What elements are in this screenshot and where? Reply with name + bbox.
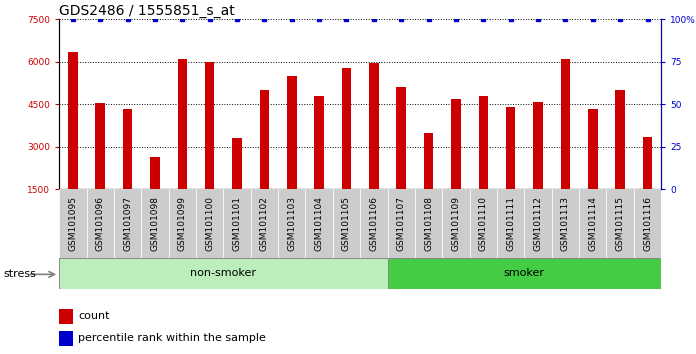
Bar (442, 189, 470, 258)
Bar (361, 189, 388, 258)
Text: GSM101097: GSM101097 (123, 196, 132, 251)
Bar (223, 189, 251, 258)
Text: GSM101103: GSM101103 (287, 196, 296, 251)
Bar (497, 189, 524, 258)
Text: GSM101112: GSM101112 (534, 196, 543, 251)
Text: GSM101107: GSM101107 (397, 196, 406, 251)
Bar (451, 99, 461, 189)
Text: GSM101101: GSM101101 (232, 196, 242, 251)
Text: GSM101116: GSM101116 (643, 196, 652, 251)
Text: smoker: smoker (504, 268, 545, 279)
Bar (205, 62, 214, 189)
Bar (506, 107, 516, 189)
Bar (561, 59, 570, 189)
Bar (388, 258, 661, 289)
Bar (68, 52, 78, 189)
Text: GSM101105: GSM101105 (342, 196, 351, 251)
Bar (415, 189, 442, 258)
Text: non-smoker: non-smoker (190, 268, 256, 279)
Text: GSM101108: GSM101108 (424, 196, 433, 251)
Bar (397, 87, 406, 189)
Bar (177, 59, 187, 189)
Text: GSM101102: GSM101102 (260, 196, 269, 251)
Text: GSM101099: GSM101099 (177, 196, 187, 251)
Text: count: count (78, 312, 110, 321)
Text: stress: stress (3, 269, 36, 279)
Text: GSM101098: GSM101098 (150, 196, 159, 251)
Bar (86, 189, 114, 258)
Bar (388, 189, 415, 258)
Bar (59, 258, 388, 289)
Bar (122, 109, 132, 189)
Bar (634, 189, 661, 258)
Bar (524, 189, 552, 258)
Bar (168, 189, 196, 258)
Bar (232, 138, 242, 189)
Bar (260, 90, 269, 189)
Bar (306, 189, 333, 258)
Text: GSM101114: GSM101114 (588, 196, 597, 251)
Bar (552, 189, 579, 258)
Text: GSM101110: GSM101110 (479, 196, 488, 251)
Bar (59, 309, 73, 324)
Text: GSM101095: GSM101095 (68, 196, 77, 251)
Text: GSM101111: GSM101111 (506, 196, 515, 251)
Bar (278, 189, 306, 258)
Bar (59, 331, 73, 346)
Bar (333, 189, 361, 258)
Bar (315, 96, 324, 189)
Bar (141, 189, 168, 258)
Bar (470, 189, 497, 258)
Bar (424, 133, 434, 189)
Text: GSM101100: GSM101100 (205, 196, 214, 251)
Bar (196, 189, 223, 258)
Text: percentile rank within the sample: percentile rank within the sample (78, 333, 266, 343)
Text: GSM101109: GSM101109 (452, 196, 461, 251)
Text: GSM101106: GSM101106 (370, 196, 379, 251)
Bar (579, 189, 606, 258)
Text: GSM101115: GSM101115 (616, 196, 624, 251)
Bar (479, 96, 488, 189)
Bar (588, 109, 598, 189)
Bar (642, 137, 652, 189)
Bar (533, 102, 543, 189)
Bar (287, 76, 296, 189)
Bar (95, 103, 105, 189)
Bar (615, 90, 625, 189)
Bar (606, 189, 634, 258)
Bar (369, 63, 379, 189)
Bar (251, 189, 278, 258)
Text: GSM101113: GSM101113 (561, 196, 570, 251)
Text: GSM101096: GSM101096 (96, 196, 104, 251)
Text: GDS2486 / 1555851_s_at: GDS2486 / 1555851_s_at (59, 5, 235, 18)
Bar (114, 189, 141, 258)
Bar (59, 189, 86, 258)
Bar (342, 68, 351, 189)
Bar (150, 157, 159, 189)
Text: GSM101104: GSM101104 (315, 196, 324, 251)
